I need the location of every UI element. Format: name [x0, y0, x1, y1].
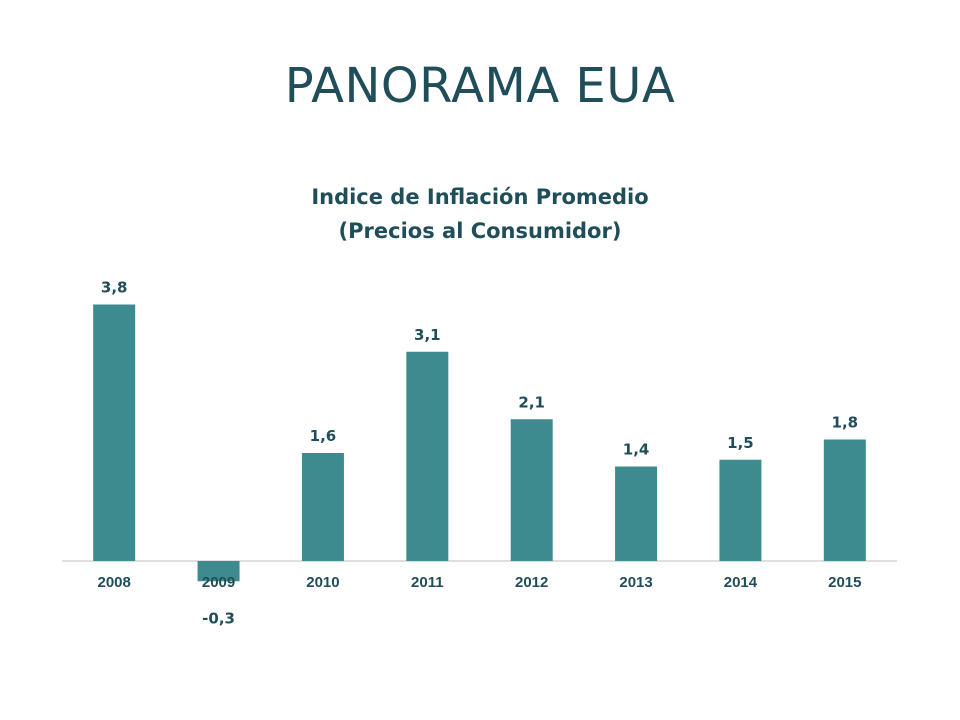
bar-2013: [615, 466, 658, 561]
bar-2011: [406, 351, 449, 561]
chart-title-line1: Indice de Inflación Promedio: [311, 185, 649, 209]
x-tick-label-2012: 2012: [515, 574, 548, 591]
bar-2015: [823, 439, 866, 561]
bar-2009: [197, 561, 240, 582]
x-tick-label-2014: 2014: [724, 574, 758, 591]
chart-title: Indice de Inflación Promedio (Precios al…: [0, 180, 960, 248]
x-tick-label-2008: 2008: [98, 574, 131, 591]
value-label-2015: 1,8: [832, 414, 859, 432]
value-label-2010: 1,6: [310, 427, 337, 445]
value-label-2011: 3,1: [414, 326, 441, 344]
x-tick-label-2009: 2009: [202, 574, 235, 591]
bar-2008: [93, 304, 136, 561]
x-tick-label-2010: 2010: [306, 574, 339, 591]
bar-2012: [510, 419, 553, 561]
chart-title-line2: (Precios al Consumidor): [338, 219, 622, 243]
bar-2014: [719, 459, 762, 561]
value-label-2013: 1,4: [623, 441, 650, 459]
x-tick-label-2013: 2013: [619, 574, 652, 591]
bar-2010: [301, 453, 344, 561]
slide-title: PANORAMA EUA: [284, 58, 676, 114]
x-tick-label-2011: 2011: [411, 574, 444, 591]
value-label-2014: 1,5: [727, 434, 754, 452]
value-label-2012: 2,1: [518, 393, 545, 411]
value-label-2008: 3,8: [101, 279, 128, 297]
value-label-2009: -0,3: [202, 609, 235, 627]
x-tick-label-2015: 2015: [828, 574, 861, 591]
